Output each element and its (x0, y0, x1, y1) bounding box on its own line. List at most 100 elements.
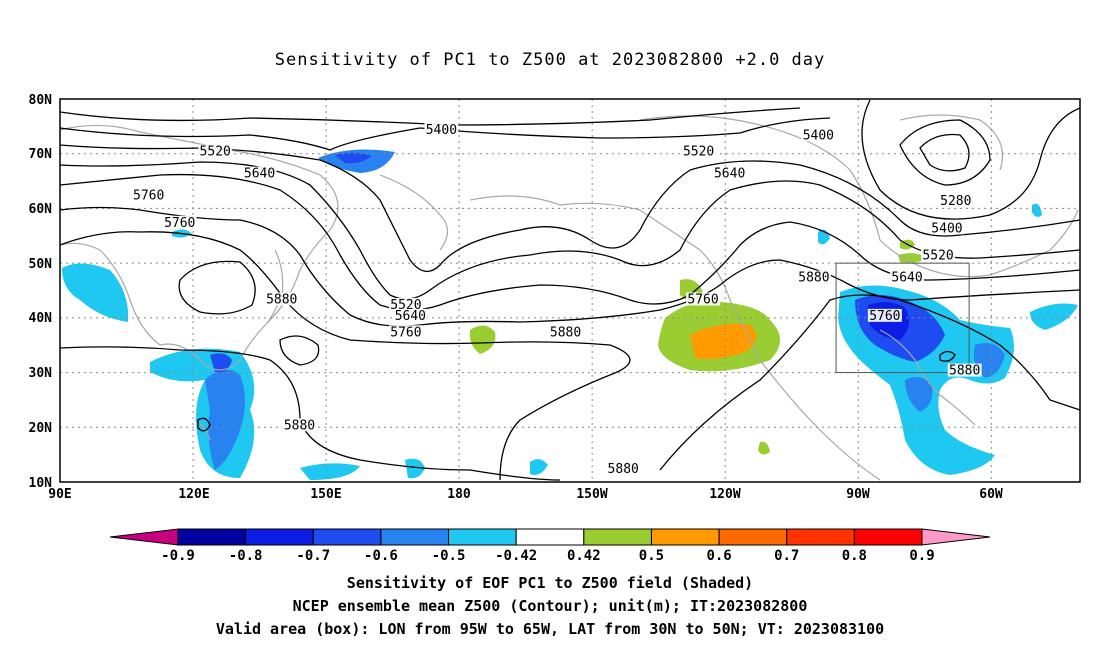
contour-label-background (686, 292, 721, 306)
contour-label: 5880 (284, 418, 315, 433)
contour-label-background (264, 292, 299, 306)
shade-patch (469, 325, 496, 354)
contour-label: 5400 (426, 123, 457, 138)
coastline-north-america-north (639, 115, 1079, 278)
footer-shaded-caption: Sensitivity of EOF PC1 to Z500 field (Sh… (346, 574, 754, 592)
contour-label-background (548, 325, 583, 339)
contour-label: 5520 (200, 145, 231, 160)
contour-label: 5280 (940, 194, 971, 209)
contour-label-background (242, 166, 277, 180)
lat-label: 60N (29, 202, 53, 217)
contour-label-background (282, 418, 317, 432)
contour-label: 5640 (244, 167, 275, 182)
contour-label: 5640 (891, 271, 922, 286)
contour-label-background (198, 144, 233, 158)
contour-line (59, 144, 1081, 272)
footer-contour-caption: NCEP ensemble mean Z500 (Contour); unit(… (292, 597, 808, 615)
contour-line (178, 260, 256, 315)
lon-label: 60W (979, 487, 1003, 502)
contour-label: 5880 (266, 292, 297, 307)
contour-label-background (162, 215, 197, 229)
contour-label-background (712, 166, 747, 180)
lon-label: 90E (48, 487, 71, 502)
shade-patch (300, 463, 360, 480)
contour-label: 5760 (687, 292, 718, 307)
contour-label-background (921, 248, 956, 262)
contour-label-background (796, 270, 831, 284)
lon-label: 120E (178, 487, 209, 502)
lat-label: 50N (29, 257, 53, 272)
lon-label: 150E (310, 487, 341, 502)
coastline-philippines (194, 419, 211, 441)
contour-label-background (867, 308, 902, 322)
z500-contours (59, 99, 1081, 481)
contour-label-background (131, 188, 166, 202)
contour-line (279, 335, 320, 366)
contour-line (59, 173, 1081, 311)
contour-line (659, 294, 1081, 471)
shade-patch (530, 459, 548, 475)
map-frame (59, 98, 1081, 483)
contour-label-background (929, 221, 964, 235)
contour-line (59, 117, 831, 151)
lat-label: 10N (29, 476, 53, 491)
contour-line (59, 206, 1081, 327)
contour-line (939, 350, 956, 362)
latitude-axis: 80N 70N 60N 50N 40N 30N 20N 10N (29, 93, 53, 491)
lon-label: 150W (576, 487, 607, 502)
contour-line (919, 133, 970, 172)
contour-label: 5400 (931, 221, 962, 236)
contour-label-background (947, 363, 982, 377)
lat-label: 30N (29, 366, 53, 381)
shade-patch (335, 152, 372, 164)
contour-label: 5880 (949, 364, 980, 379)
contour-label: 5520 (683, 145, 714, 160)
lat-label: 80N (29, 93, 53, 108)
coastline-north-america-west (469, 195, 881, 481)
coastline-gulf (879, 329, 976, 426)
shade-patch (898, 253, 928, 263)
coastline-kamchatka (379, 174, 449, 251)
lat-label: 40N (29, 311, 53, 326)
footer-valid-area-caption: Valid area (box): LON from 95W to 65W, L… (215, 620, 885, 638)
lon-label: 90W (846, 487, 870, 502)
contour-label-background (606, 462, 641, 476)
shade-patch (905, 376, 933, 412)
shade-patch (1032, 203, 1042, 217)
contour-label-background (890, 270, 925, 284)
contour-label: 5520 (922, 249, 953, 264)
shade-patch (758, 441, 770, 455)
contour-label-background (801, 128, 836, 142)
lat-label: 70N (29, 147, 53, 162)
contour-line (197, 417, 211, 432)
shade-patch (405, 458, 425, 479)
contour-label-background (388, 325, 423, 339)
lon-label: 120W (709, 487, 740, 502)
contour-label: 5640 (714, 167, 745, 182)
contour-label-background (681, 144, 716, 158)
contour-label-background (393, 308, 428, 322)
contour-label-background (424, 122, 459, 136)
shade-patch (205, 369, 245, 470)
contour-label: 5400 (803, 128, 834, 143)
shade-patch (690, 323, 757, 360)
contour-line (59, 161, 1081, 300)
contour-label-background (388, 297, 423, 311)
contour-label-background (938, 193, 973, 207)
contour-line (59, 231, 631, 481)
contour-label: 5760 (164, 216, 195, 231)
longitude-axis: 90E 120E 150E 180 150W 120W 90W 60W (48, 487, 1003, 502)
map-title: Sensitivity of PC1 to Z500 at 2023082800… (274, 50, 826, 70)
contour-label: 5640 (395, 309, 426, 324)
contour-label: 5880 (550, 325, 581, 340)
contour-label: 5760 (390, 325, 421, 340)
contour-line (899, 119, 991, 186)
coastline-greenland (899, 114, 1004, 171)
contour-line (861, 99, 1081, 220)
lon-label: 180 (447, 487, 471, 502)
lat-label: 20N (29, 421, 53, 436)
contour-label: 5880 (608, 462, 639, 477)
contour-label: 5760 (869, 309, 900, 324)
